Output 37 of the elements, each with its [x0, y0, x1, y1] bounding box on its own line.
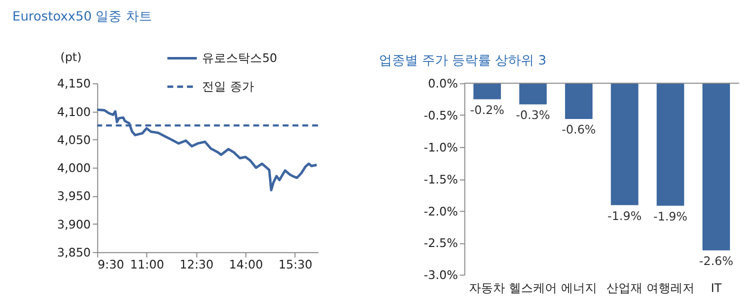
x-tick-label: 15:30: [278, 257, 312, 272]
data-label: -1.9%: [608, 208, 642, 223]
y-tick-label: 3,900: [57, 217, 91, 232]
x-tick-label: 12:30: [180, 257, 214, 272]
chart-title: 업종별 주가 등락률 상하위 3: [379, 54, 546, 69]
data-label: -1.9%: [653, 209, 688, 224]
y-tick-label: -2.5%: [424, 236, 458, 250]
x-tick-label: 에너지: [560, 280, 597, 295]
y-tick-label: -0.5%: [424, 108, 458, 123]
x-tick-label: 9:30: [98, 257, 124, 272]
y-tick-label: 4,150: [57, 76, 91, 91]
x-tick-label: 여행레저: [646, 280, 694, 295]
y-tick-label: 4,100: [57, 104, 91, 119]
data-label: -0.3%: [516, 108, 550, 122]
x-tick-label: 헬스케어: [508, 280, 557, 295]
y-tick-label: 4,000: [57, 161, 91, 176]
data-label: -0.2%: [470, 102, 504, 117]
legend-label: 전일 종가: [202, 80, 254, 94]
y-axis-title: (pt): [60, 50, 82, 64]
x-tick-label: 11:00: [130, 257, 164, 272]
chart-title: Eurostoxx50 일중 차트: [12, 9, 152, 24]
y-tick-label: -1.5%: [424, 172, 458, 186]
line-series: [96, 108, 318, 192]
y-tick-label: 4,050: [57, 132, 91, 147]
x-tick-label: IT: [710, 280, 722, 295]
y-tick-label: 3,850: [57, 246, 91, 260]
x-tick-label: 14:00: [229, 257, 263, 272]
x-tick-label: 산업재: [606, 280, 643, 295]
data-label: -2.6%: [699, 254, 734, 268]
y-tick-label: 3,950: [57, 189, 91, 204]
data-label: -0.6%: [562, 122, 596, 137]
y-tick-label: -2.0%: [424, 204, 458, 218]
x-tick-label: 자동차: [469, 280, 506, 295]
y-tick-label: -1.0%: [424, 140, 458, 154]
y-tick-label: -3.0%: [424, 268, 458, 282]
legend-label: 유로스탁스50: [202, 51, 278, 66]
y-tick-label: 0.0%: [428, 76, 458, 91]
